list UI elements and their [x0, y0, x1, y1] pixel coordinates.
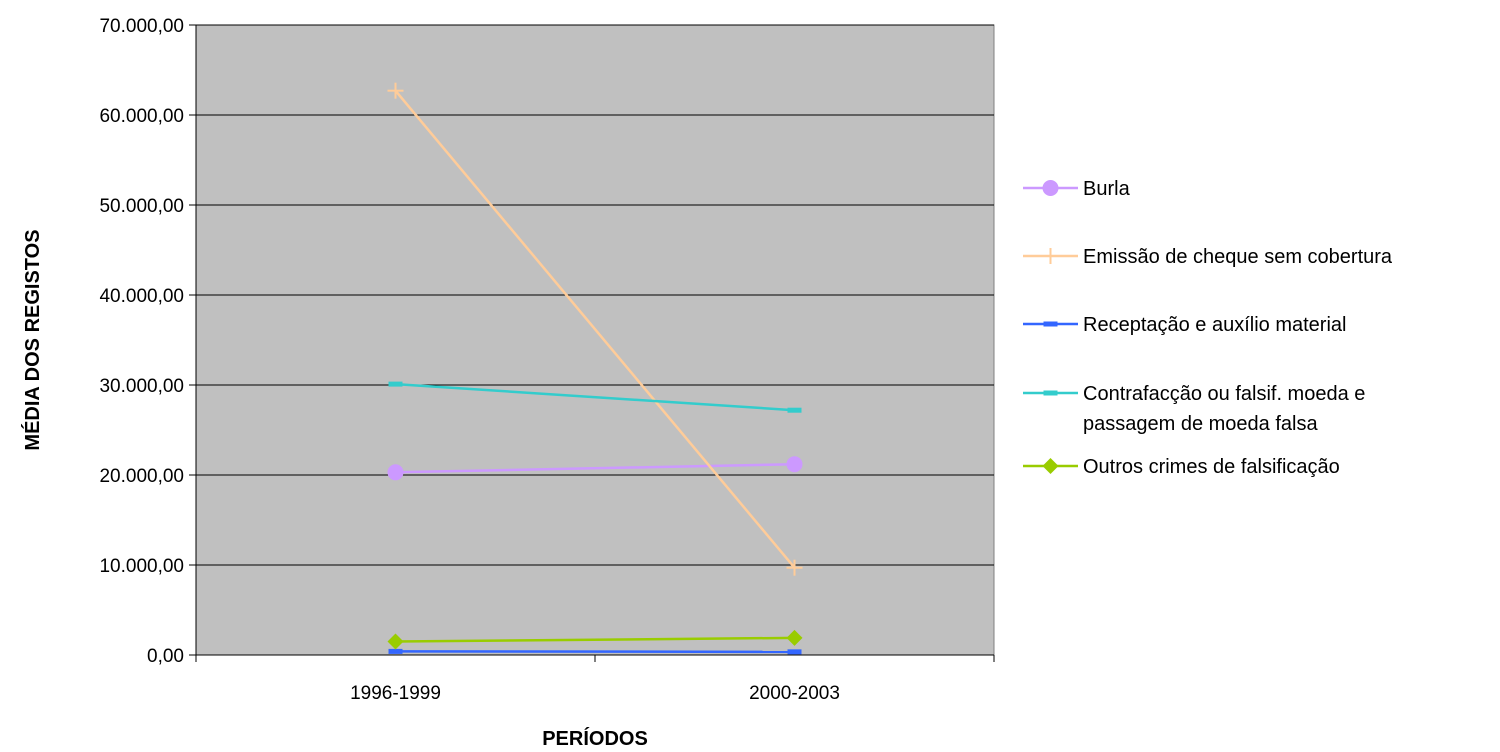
- series-line: [394, 89, 796, 569]
- point-marker: [786, 629, 803, 646]
- point-marker: [786, 559, 803, 576]
- legend-item: Contrafacção ou falsif. moeda e passagem …: [1023, 383, 1365, 435]
- point-marker: [1043, 390, 1058, 396]
- legend-label: Receptação e auxílio material: [1083, 314, 1346, 336]
- point-marker: [388, 381, 403, 387]
- series-recepta-o-e-aux-lio-material: [388, 648, 802, 655]
- series-lines: [387, 82, 803, 655]
- series-line: [395, 382, 795, 412]
- point-marker: [1042, 248, 1059, 264]
- y-tick-label: 20.000,00: [99, 466, 184, 487]
- y-tick-label: 50.000,00: [99, 196, 184, 217]
- legend-label: Emissão de cheque sem cobertura: [1083, 246, 1393, 268]
- y-tick-label: 70.000,00: [99, 16, 184, 37]
- point-marker: [388, 648, 403, 654]
- legend-item: Receptação e auxílio material: [1023, 314, 1346, 336]
- y-tick-label: 10.000,00: [99, 556, 184, 577]
- y-tick-label: 40.000,00: [99, 286, 184, 307]
- legend: Burla Emissão de cheque sem cobertura Rece…: [1023, 178, 1393, 478]
- point-marker: [787, 407, 802, 413]
- point-marker: [387, 82, 404, 99]
- point-marker: [1042, 180, 1059, 196]
- series-outros-crimes-de-falsifica-o: [387, 629, 803, 650]
- y-tick-label: 0,00: [147, 646, 184, 667]
- series-contrafac-o-ou-falsif-moeda-e-passagem-de-moeda-falsa: [388, 381, 802, 413]
- plot-area: [195, 24, 995, 656]
- gridlines: [196, 24, 994, 566]
- point-marker: [387, 633, 404, 650]
- point-marker: [787, 649, 802, 655]
- x-tick-label: 2000-2003: [749, 683, 840, 704]
- y-tick-label: 30.000,00: [99, 376, 184, 397]
- x-axis-title: PERÍODOS: [542, 727, 648, 750]
- legend-label: Burla: [1083, 178, 1131, 200]
- x-tick-label: 1996-1999: [350, 683, 441, 704]
- legend-label: Outros crimes de falsificação: [1083, 456, 1340, 478]
- series-line: [395, 462, 795, 474]
- y-tick-label: 60.000,00: [99, 106, 184, 127]
- series-line: [395, 636, 795, 643]
- point-marker: [387, 464, 404, 481]
- legend-label: Contrafacção ou falsif. moeda e: [1083, 383, 1365, 405]
- y-axis-title: MÉDIA DOS REGISTOS: [21, 229, 44, 450]
- point-marker: [1043, 321, 1058, 327]
- series-emiss-o-de-cheque-sem-cobertura: [387, 82, 803, 576]
- legend-label: passagem de moeda falsa: [1083, 413, 1318, 435]
- series-burla: [387, 456, 803, 481]
- point-marker: [1042, 458, 1059, 474]
- legend-item: Outros crimes de falsificação: [1023, 456, 1340, 478]
- point-marker: [786, 456, 803, 473]
- legend-item: Emissão de cheque sem cobertura: [1023, 246, 1393, 268]
- legend-item: Burla: [1023, 178, 1131, 200]
- axes: 0,00 10.000,00 20.000,00 30.000,00 40.000,00…: [99, 16, 995, 704]
